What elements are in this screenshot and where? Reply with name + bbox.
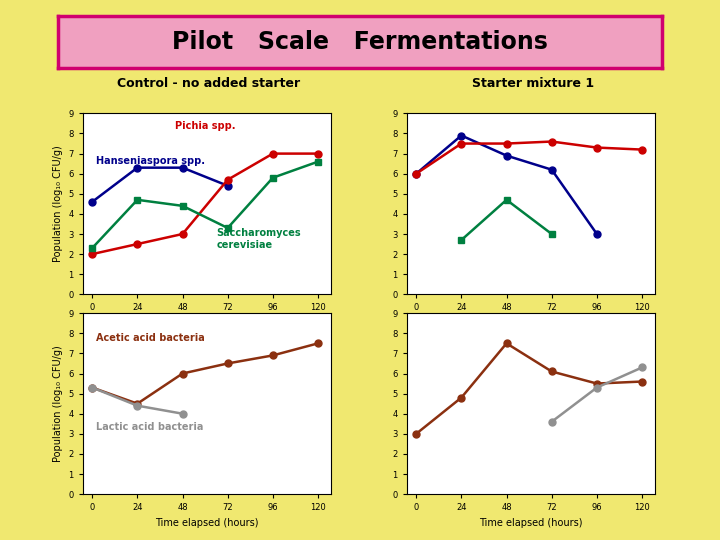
Y-axis label: Population (log₁₀ CFU/g): Population (log₁₀ CFU/g) bbox=[53, 345, 63, 462]
Text: Saccharomyces
cerevisiae: Saccharomyces cerevisiae bbox=[217, 228, 301, 250]
Text: Pilot   Scale   Fermentations: Pilot Scale Fermentations bbox=[172, 30, 548, 54]
Y-axis label: Population (log₁₀ CFU/g): Population (log₁₀ CFU/g) bbox=[53, 145, 63, 262]
X-axis label: Time elapsed (hours): Time elapsed (hours) bbox=[156, 518, 258, 528]
Text: Starter mixture 1: Starter mixture 1 bbox=[472, 77, 594, 90]
Text: Hanseniaspora spp.: Hanseniaspora spp. bbox=[96, 156, 205, 166]
Text: Acetic acid bacteria: Acetic acid bacteria bbox=[96, 333, 204, 343]
Text: Lactic acid bacteria: Lactic acid bacteria bbox=[96, 422, 203, 432]
Text: Control - no added starter: Control - no added starter bbox=[117, 77, 300, 90]
X-axis label: Time elapsed (hours): Time elapsed (hours) bbox=[480, 518, 582, 528]
Text: Pichia spp.: Pichia spp. bbox=[175, 122, 235, 131]
